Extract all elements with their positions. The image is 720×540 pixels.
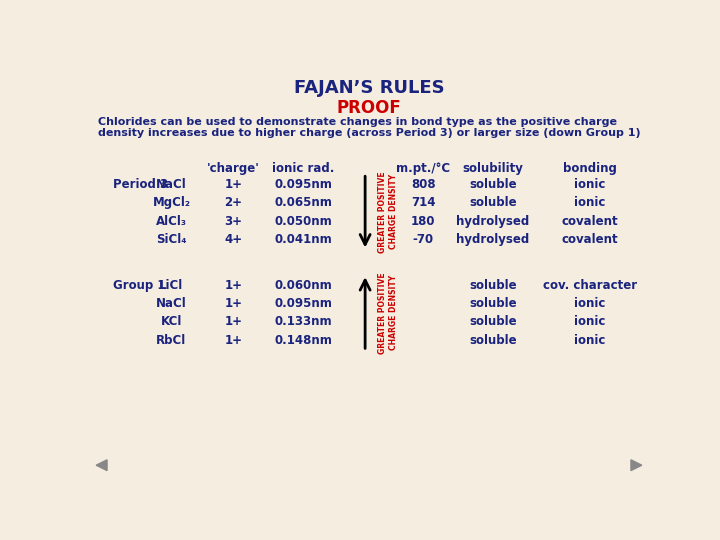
Text: 0.133nm: 0.133nm	[274, 315, 332, 328]
Text: 1+: 1+	[225, 279, 243, 292]
Text: hydrolysed: hydrolysed	[456, 214, 530, 228]
Text: soluble: soluble	[469, 196, 517, 209]
Text: bonding: bonding	[563, 162, 617, 176]
Text: 180: 180	[411, 214, 436, 228]
Text: AlCl₃: AlCl₃	[156, 214, 187, 228]
Text: -70: -70	[413, 233, 434, 246]
Text: ionic rad.: ionic rad.	[272, 162, 334, 176]
Text: GREATER POSITIVE
CHARGE DENSITY: GREATER POSITIVE CHARGE DENSITY	[378, 272, 397, 354]
Text: 2+: 2+	[225, 196, 243, 209]
Text: 0.095nm: 0.095nm	[274, 297, 332, 310]
Text: 0.041nm: 0.041nm	[274, 233, 332, 246]
Text: 'charge': 'charge'	[207, 162, 260, 176]
Text: 0.065nm: 0.065nm	[274, 196, 332, 209]
Text: covalent: covalent	[562, 214, 618, 228]
Text: KCl: KCl	[161, 315, 182, 328]
Text: soluble: soluble	[469, 279, 517, 292]
Text: 1+: 1+	[225, 297, 243, 310]
Text: ionic: ionic	[574, 178, 606, 191]
Text: PROOF: PROOF	[337, 99, 401, 117]
Text: density increases due to higher charge (across Period 3) or larger size (down Gr: density increases due to higher charge (…	[98, 128, 640, 138]
Text: NaCl: NaCl	[156, 297, 186, 310]
Text: soluble: soluble	[469, 334, 517, 347]
Text: FAJAN’S RULES: FAJAN’S RULES	[294, 79, 444, 97]
Text: soluble: soluble	[469, 297, 517, 310]
Polygon shape	[96, 460, 107, 470]
Text: 0.148nm: 0.148nm	[274, 334, 332, 347]
Text: cov. character: cov. character	[543, 279, 637, 292]
Text: MgCl₂: MgCl₂	[153, 196, 190, 209]
Polygon shape	[631, 460, 642, 470]
Text: SiCl₄: SiCl₄	[156, 233, 186, 246]
Text: ionic: ionic	[574, 196, 606, 209]
Text: covalent: covalent	[562, 233, 618, 246]
Text: m.pt./°C: m.pt./°C	[396, 162, 450, 176]
Text: GREATER POSITIVE
CHARGE DENSITY: GREATER POSITIVE CHARGE DENSITY	[378, 171, 397, 253]
Text: Group 1: Group 1	[113, 279, 166, 292]
Text: 1+: 1+	[225, 178, 243, 191]
Text: 0.050nm: 0.050nm	[274, 214, 332, 228]
Text: NaCl: NaCl	[156, 178, 186, 191]
Text: solubility: solubility	[462, 162, 523, 176]
Text: 0.060nm: 0.060nm	[274, 279, 332, 292]
Text: 714: 714	[411, 196, 436, 209]
Text: 3+: 3+	[225, 214, 243, 228]
Text: Period 3: Period 3	[113, 178, 168, 191]
Text: LiCl: LiCl	[159, 279, 184, 292]
Text: soluble: soluble	[469, 178, 517, 191]
Text: 1+: 1+	[225, 315, 243, 328]
Text: 1+: 1+	[225, 334, 243, 347]
Text: 808: 808	[411, 178, 436, 191]
Text: hydrolysed: hydrolysed	[456, 233, 530, 246]
Text: ionic: ionic	[574, 315, 606, 328]
Text: ionic: ionic	[574, 297, 606, 310]
Text: 0.095nm: 0.095nm	[274, 178, 332, 191]
Text: Chlorides can be used to demonstrate changes in bond type as the positive charge: Chlorides can be used to demonstrate cha…	[98, 117, 617, 127]
Text: soluble: soluble	[469, 315, 517, 328]
Text: ionic: ionic	[574, 334, 606, 347]
Text: RbCl: RbCl	[156, 334, 186, 347]
Text: 4+: 4+	[225, 233, 243, 246]
